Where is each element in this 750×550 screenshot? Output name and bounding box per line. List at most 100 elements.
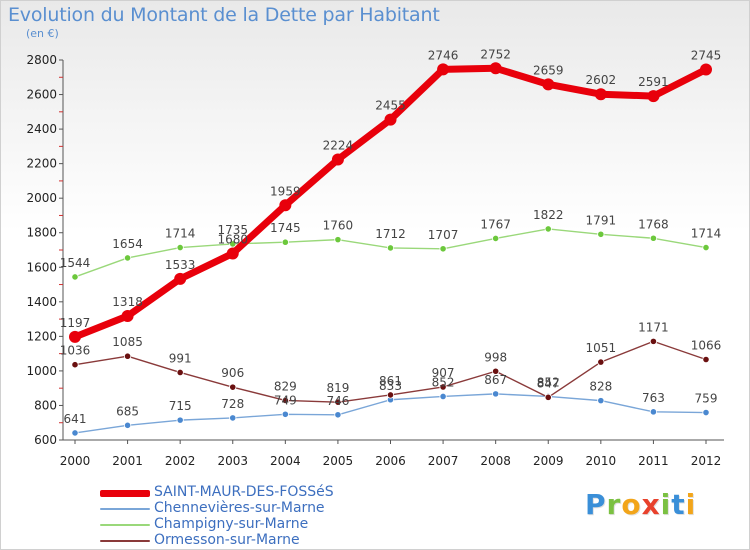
x-tick-label: 2003	[217, 454, 248, 468]
x-tick-label: 2009	[533, 454, 564, 468]
data-point	[594, 88, 607, 101]
y-tick-label: 2000	[26, 191, 57, 205]
data-point	[281, 238, 289, 246]
data-label: 833	[379, 379, 402, 393]
data-label: 1791	[586, 213, 617, 227]
data-label: 728	[221, 397, 244, 411]
data-point	[386, 244, 395, 252]
data-label: 1822	[533, 208, 564, 222]
data-label: 759	[695, 392, 718, 406]
data-point	[176, 368, 184, 377]
data-point	[544, 393, 552, 401]
x-tick-label: 2011	[638, 454, 669, 468]
data-point	[649, 234, 658, 242]
legend-item: Champigny-sur-Marne	[100, 516, 380, 532]
data-label: 685	[116, 404, 139, 418]
data-label: 828	[589, 380, 612, 394]
y-tick-label: 1200	[26, 329, 57, 343]
data-point	[229, 240, 237, 248]
x-tick-label: 2010	[586, 454, 617, 468]
data-label: 1197	[60, 316, 91, 330]
data-point	[176, 243, 184, 252]
data-label: 1680	[217, 232, 248, 246]
data-label: 1654	[112, 237, 143, 251]
data-point	[176, 416, 184, 424]
data-point	[597, 230, 605, 238]
logo-letter: o	[621, 488, 642, 521]
data-label: 1533	[165, 258, 196, 272]
y-tick-label: 600	[34, 433, 57, 447]
legend: SAINT-MAUR-DES-FOSSéS Chennevières-sur-M…	[100, 484, 380, 548]
data-label: 829	[274, 379, 297, 393]
x-tick-label: 2002	[165, 454, 196, 468]
proxiti-logo: Proxiti	[585, 488, 696, 521]
y-tick-label: 2800	[26, 53, 57, 67]
data-point	[331, 153, 344, 166]
x-tick-label: 2001	[112, 454, 143, 468]
y-tick-label: 1000	[26, 364, 57, 378]
data-label: 1735	[217, 223, 248, 237]
data-label: 2455	[375, 99, 406, 113]
data-point	[386, 391, 395, 399]
data-point	[702, 408, 710, 417]
data-point	[702, 243, 710, 252]
data-label: 1959	[270, 184, 301, 198]
data-point	[489, 62, 502, 75]
data-point	[649, 408, 658, 416]
data-label: 1767	[480, 217, 511, 231]
x-tick-label: 2008	[480, 454, 511, 468]
data-point	[649, 337, 658, 345]
logo-letter: P	[585, 488, 607, 521]
data-point	[544, 225, 552, 233]
data-point	[439, 245, 447, 253]
legend-label: Ormesson-sur-Marne	[154, 532, 300, 548]
data-label: 1318	[112, 295, 143, 309]
legend-swatch	[100, 490, 150, 497]
data-label: 1714	[165, 227, 196, 241]
x-tick-label: 2007	[428, 454, 459, 468]
x-tick-label: 2006	[375, 454, 406, 468]
data-point	[229, 383, 237, 391]
data-point	[597, 358, 605, 366]
chart-title: Evolution du Montant de la Dette par Hab…	[8, 4, 440, 26]
data-label: 749	[274, 393, 297, 407]
data-label: 1066	[691, 339, 722, 353]
data-point	[123, 421, 132, 429]
x-tick-label: 2005	[323, 454, 354, 468]
data-point	[123, 254, 132, 262]
data-label: 1544	[60, 256, 91, 270]
data-point	[384, 113, 397, 126]
legend-item: Chennevières-sur-Marne	[100, 500, 380, 516]
x-tick-label: 2000	[60, 454, 91, 468]
data-point	[597, 397, 605, 405]
data-label: 998	[484, 350, 507, 364]
data-label: 852	[432, 375, 455, 389]
data-label: 2591	[638, 75, 669, 89]
data-label: 1036	[60, 344, 91, 358]
data-point	[281, 396, 289, 405]
legend-swatch	[100, 508, 150, 510]
data-point	[71, 273, 79, 281]
data-label: 2746	[428, 48, 459, 62]
data-label: 715	[169, 399, 192, 413]
data-label: 907	[432, 366, 455, 380]
data-label: 746	[326, 394, 349, 408]
chart-subtitle: (en €)	[26, 27, 59, 40]
logo-letter: t	[671, 488, 686, 521]
data-point	[71, 361, 79, 369]
data-label: 1745	[270, 221, 301, 235]
y-tick-label: 1800	[26, 226, 57, 240]
data-point	[279, 199, 292, 212]
legend-label: Champigny-sur-Marne	[154, 516, 309, 532]
logo-letter: i	[660, 488, 672, 521]
data-point	[492, 367, 500, 375]
logo-letter: i	[685, 488, 697, 521]
data-point	[437, 63, 450, 76]
data-point	[439, 392, 447, 401]
data-point	[174, 272, 187, 285]
y-tick-label: 1400	[26, 295, 57, 309]
data-label: 1714	[691, 227, 722, 241]
data-point	[71, 429, 79, 437]
data-label: 2752	[480, 47, 511, 61]
